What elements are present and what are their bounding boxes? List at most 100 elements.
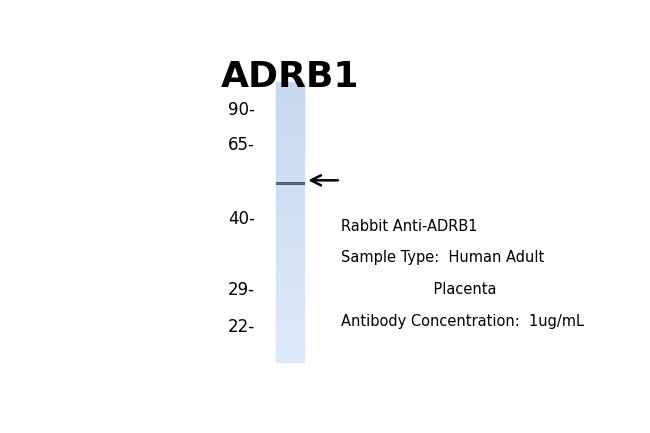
Bar bbox=[276, 265, 304, 267]
Bar bbox=[276, 159, 304, 160]
Bar bbox=[276, 305, 304, 306]
Bar bbox=[276, 355, 304, 356]
Text: 29-: 29- bbox=[228, 281, 255, 299]
Bar bbox=[276, 271, 304, 272]
Bar bbox=[276, 204, 304, 205]
Bar bbox=[276, 128, 304, 129]
Bar bbox=[276, 349, 304, 351]
Bar bbox=[276, 341, 304, 343]
Bar bbox=[276, 254, 304, 255]
Bar bbox=[276, 223, 304, 225]
Bar bbox=[276, 138, 304, 139]
Bar bbox=[276, 207, 304, 208]
Bar bbox=[276, 242, 304, 243]
Bar bbox=[276, 114, 304, 116]
Bar bbox=[276, 277, 304, 278]
Bar bbox=[276, 307, 304, 309]
Bar bbox=[276, 275, 304, 277]
Bar bbox=[276, 237, 304, 239]
Bar bbox=[276, 129, 304, 131]
Bar bbox=[276, 285, 304, 286]
Bar bbox=[276, 320, 304, 321]
Bar bbox=[276, 351, 304, 352]
Bar bbox=[276, 313, 304, 314]
Bar bbox=[276, 312, 304, 313]
Bar bbox=[276, 201, 304, 202]
Bar bbox=[276, 289, 304, 291]
Bar bbox=[276, 93, 304, 94]
Bar bbox=[276, 174, 304, 176]
Bar bbox=[276, 220, 304, 222]
Bar bbox=[276, 176, 304, 177]
Text: 90-: 90- bbox=[228, 101, 255, 120]
Bar bbox=[276, 177, 304, 178]
Bar bbox=[276, 158, 304, 159]
Bar bbox=[276, 165, 304, 166]
Bar bbox=[276, 194, 304, 195]
Bar bbox=[276, 97, 304, 99]
Bar bbox=[276, 188, 304, 190]
Bar bbox=[276, 232, 304, 233]
Bar bbox=[276, 330, 304, 331]
Bar bbox=[276, 123, 304, 124]
Bar bbox=[276, 301, 304, 302]
Bar bbox=[276, 144, 304, 145]
Text: 22-: 22- bbox=[228, 318, 255, 336]
Bar bbox=[276, 345, 304, 347]
Bar bbox=[276, 181, 304, 183]
Bar bbox=[276, 151, 304, 152]
Bar bbox=[276, 239, 304, 240]
Bar bbox=[276, 250, 304, 252]
Bar bbox=[276, 286, 304, 288]
Bar bbox=[276, 233, 304, 235]
Bar bbox=[276, 85, 304, 86]
Bar bbox=[276, 117, 304, 118]
Bar bbox=[276, 243, 304, 244]
Bar bbox=[276, 195, 304, 197]
Bar bbox=[276, 317, 304, 319]
Bar bbox=[276, 230, 304, 232]
Bar bbox=[276, 166, 304, 168]
Bar bbox=[276, 316, 304, 317]
Bar bbox=[276, 141, 304, 142]
Bar bbox=[276, 314, 304, 316]
Bar bbox=[276, 358, 304, 359]
Bar bbox=[276, 132, 304, 134]
Bar bbox=[276, 334, 304, 336]
Bar bbox=[276, 94, 304, 96]
Bar bbox=[276, 103, 304, 104]
Bar bbox=[276, 236, 304, 237]
Bar bbox=[276, 211, 304, 212]
Bar bbox=[276, 198, 304, 200]
Bar bbox=[276, 296, 304, 297]
Bar bbox=[276, 135, 304, 136]
Bar bbox=[276, 274, 304, 275]
Bar bbox=[276, 281, 304, 282]
Bar bbox=[276, 208, 304, 210]
Bar bbox=[276, 279, 304, 281]
Bar bbox=[276, 153, 304, 155]
Text: Antibody Concentration:  1ug/mL: Antibody Concentration: 1ug/mL bbox=[341, 313, 584, 329]
Bar bbox=[276, 134, 304, 135]
Bar bbox=[276, 169, 304, 170]
Bar bbox=[276, 104, 304, 106]
Bar bbox=[276, 226, 304, 228]
Bar bbox=[276, 264, 304, 265]
Bar bbox=[276, 219, 304, 220]
Bar bbox=[276, 361, 304, 362]
Text: Placenta: Placenta bbox=[341, 282, 496, 297]
Bar bbox=[276, 170, 304, 171]
Bar bbox=[276, 178, 304, 180]
Bar bbox=[276, 295, 304, 296]
Bar bbox=[276, 121, 304, 123]
Bar bbox=[276, 136, 304, 138]
Bar bbox=[276, 306, 304, 307]
Bar bbox=[276, 268, 304, 270]
Bar bbox=[276, 90, 304, 92]
Bar bbox=[276, 184, 304, 186]
Bar bbox=[276, 303, 304, 305]
Bar bbox=[276, 302, 304, 303]
Bar bbox=[276, 99, 304, 100]
Bar bbox=[276, 297, 304, 299]
Bar bbox=[276, 107, 304, 109]
